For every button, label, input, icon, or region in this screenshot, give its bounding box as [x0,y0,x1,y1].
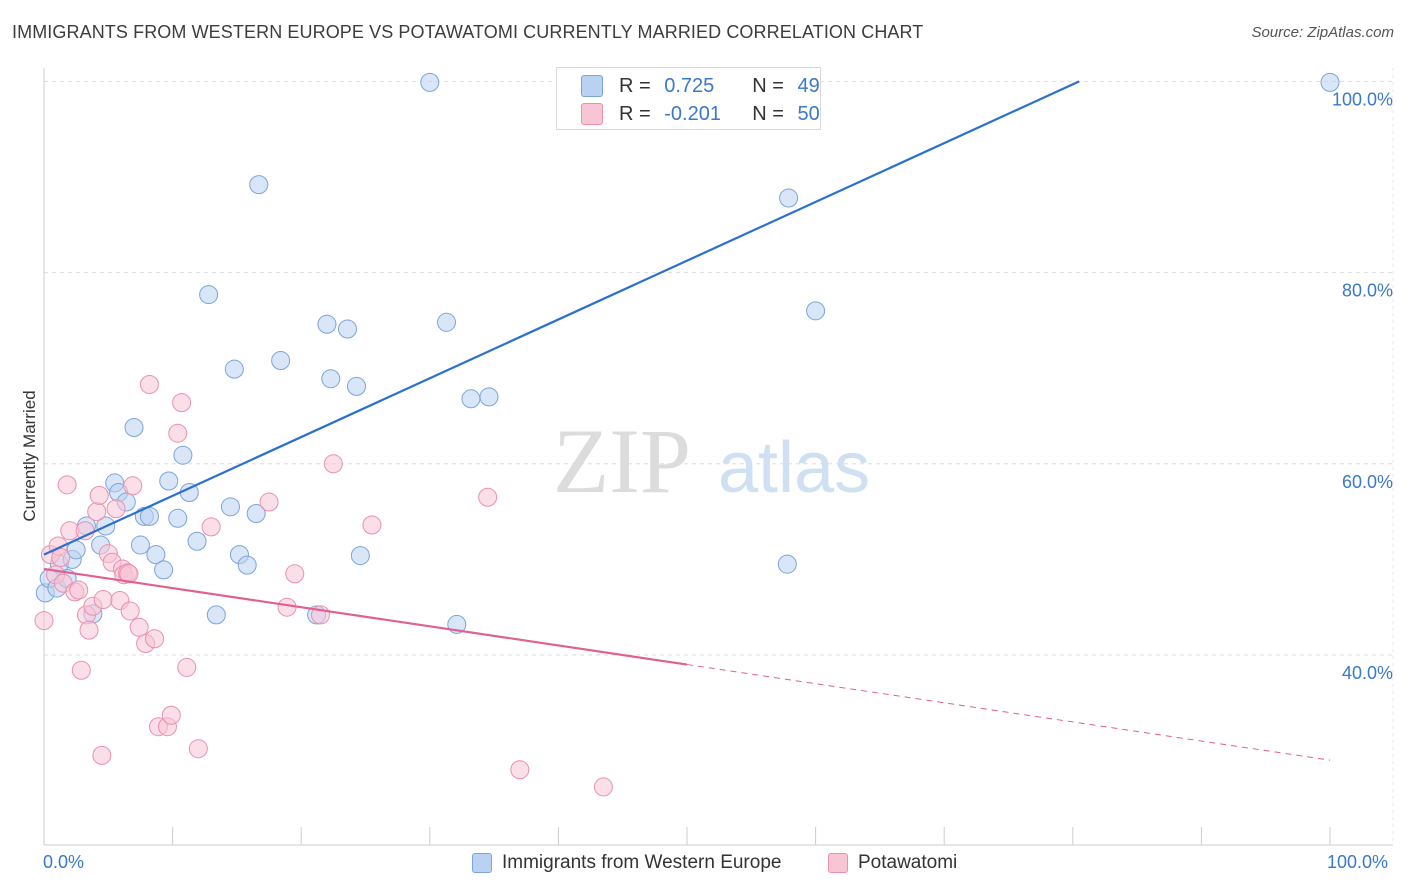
data-point-potawatomi [161,705,181,725]
data-point-western-europe [337,319,357,339]
data-point-western-europe [777,554,797,574]
x-tick-label-min: 0.0% [43,852,85,872]
data-point-potawatomi [593,777,613,797]
data-point-western-europe [437,312,457,332]
data-point-potawatomi [285,564,305,584]
data-point-potawatomi [34,611,54,631]
n-label: N = [752,102,784,125]
legend-item-western-europe: Immigrants from Western Europe [472,852,781,874]
data-point-western-europe [806,301,826,321]
trendline-western-europe [43,80,1080,556]
data-point-potawatomi [139,374,159,394]
data-point-potawatomi [177,657,197,677]
data-point-potawatomi [89,485,109,505]
data-point-potawatomi [57,475,77,495]
n-value: 49 [797,74,820,97]
data-point-western-europe [124,417,144,437]
data-point-western-europe [220,497,240,517]
data-point-western-europe [199,285,219,305]
correlation-legend: R = 0.725 N = 49 R = -0.201 N = 50 [556,67,821,130]
data-point-western-europe [321,369,341,389]
data-point-potawatomi [106,499,126,519]
data-point-western-europe [159,471,179,491]
data-point-western-europe [206,605,226,625]
data-point-western-europe [173,445,193,465]
data-point-western-europe [237,555,257,575]
legend-row-blue: R = 0.725 N = 49 [581,73,820,99]
data-point-potawatomi [69,580,89,600]
data-point-potawatomi [75,521,95,541]
data-point-western-europe [246,504,266,524]
data-point-potawatomi [93,590,113,610]
bottom-legend: Immigrants from Western Europe Potawatom… [0,850,1406,878]
data-point-potawatomi [71,660,91,680]
pink-swatch-icon [828,853,848,873]
data-point-potawatomi [129,617,149,637]
data-point-potawatomi [87,502,107,522]
data-point-potawatomi [119,564,139,584]
r-value: -0.201 [664,102,721,125]
legend-item-potawatomi: Potawatomi [828,852,957,874]
watermark-atlas: atlas [718,428,870,508]
y-axis-label: Currently Married [20,390,39,522]
pink-swatch-icon [581,103,603,125]
trendline-potawatomi-extension [686,664,1331,761]
r-label: R = [619,74,651,97]
data-point-potawatomi [362,515,382,535]
data-point-western-europe [350,546,370,566]
data-point-potawatomi [51,547,71,567]
data-point-potawatomi [92,745,112,765]
data-point-western-europe [187,531,207,551]
x-tick-label-max: 100.0% [1327,852,1389,872]
blue-swatch-icon [472,853,492,873]
data-point-western-europe [168,508,188,528]
data-point-western-europe [420,72,440,92]
data-point-western-europe [271,351,291,371]
n-label: N = [752,74,784,97]
y-tick-label: 100.0% [1332,89,1393,109]
data-point-potawatomi [120,601,140,621]
data-point-potawatomi [201,517,221,537]
data-point-western-europe [249,175,269,195]
watermark-zip: ZIP [553,410,691,512]
data-point-western-europe [146,545,166,565]
data-point-western-europe [461,389,481,409]
data-point-potawatomi [172,393,192,413]
legend-label: Potawatomi [858,852,958,873]
data-point-potawatomi [478,487,498,507]
y-tick-label: 80.0% [1342,281,1393,301]
r-label: R = [619,102,651,125]
data-point-western-europe [1320,72,1340,92]
data-point-potawatomi [259,492,279,512]
y-tick-label: 40.0% [1342,663,1393,683]
legend-row-pink: R = -0.201 N = 50 [581,101,820,127]
data-point-potawatomi [123,476,143,496]
data-point-western-europe [346,376,366,396]
data-point-potawatomi [510,760,530,780]
data-point-potawatomi [277,597,297,617]
n-value: 50 [797,102,820,125]
data-point-potawatomi [168,423,188,443]
blue-swatch-icon [581,75,603,97]
data-point-western-europe [130,535,150,555]
data-point-western-europe [779,188,799,208]
data-point-potawatomi [188,739,208,759]
legend-label: Immigrants from Western Europe [502,852,782,873]
data-point-western-europe [224,359,244,379]
data-point-western-europe [479,387,499,407]
data-point-potawatomi [323,454,343,474]
chart-title: IMMIGRANTS FROM WESTERN EUROPE VS POTAWA… [12,22,924,42]
trendline-potawatomi [43,567,688,666]
r-value: 0.725 [664,74,715,97]
data-point-western-europe [154,560,174,580]
y-tick-label: 60.0% [1342,472,1393,492]
data-point-western-europe [317,314,337,334]
source-label: Source: ZipAtlas.com [1251,24,1394,41]
data-point-potawatomi [145,629,165,649]
data-point-potawatomi [79,620,99,640]
